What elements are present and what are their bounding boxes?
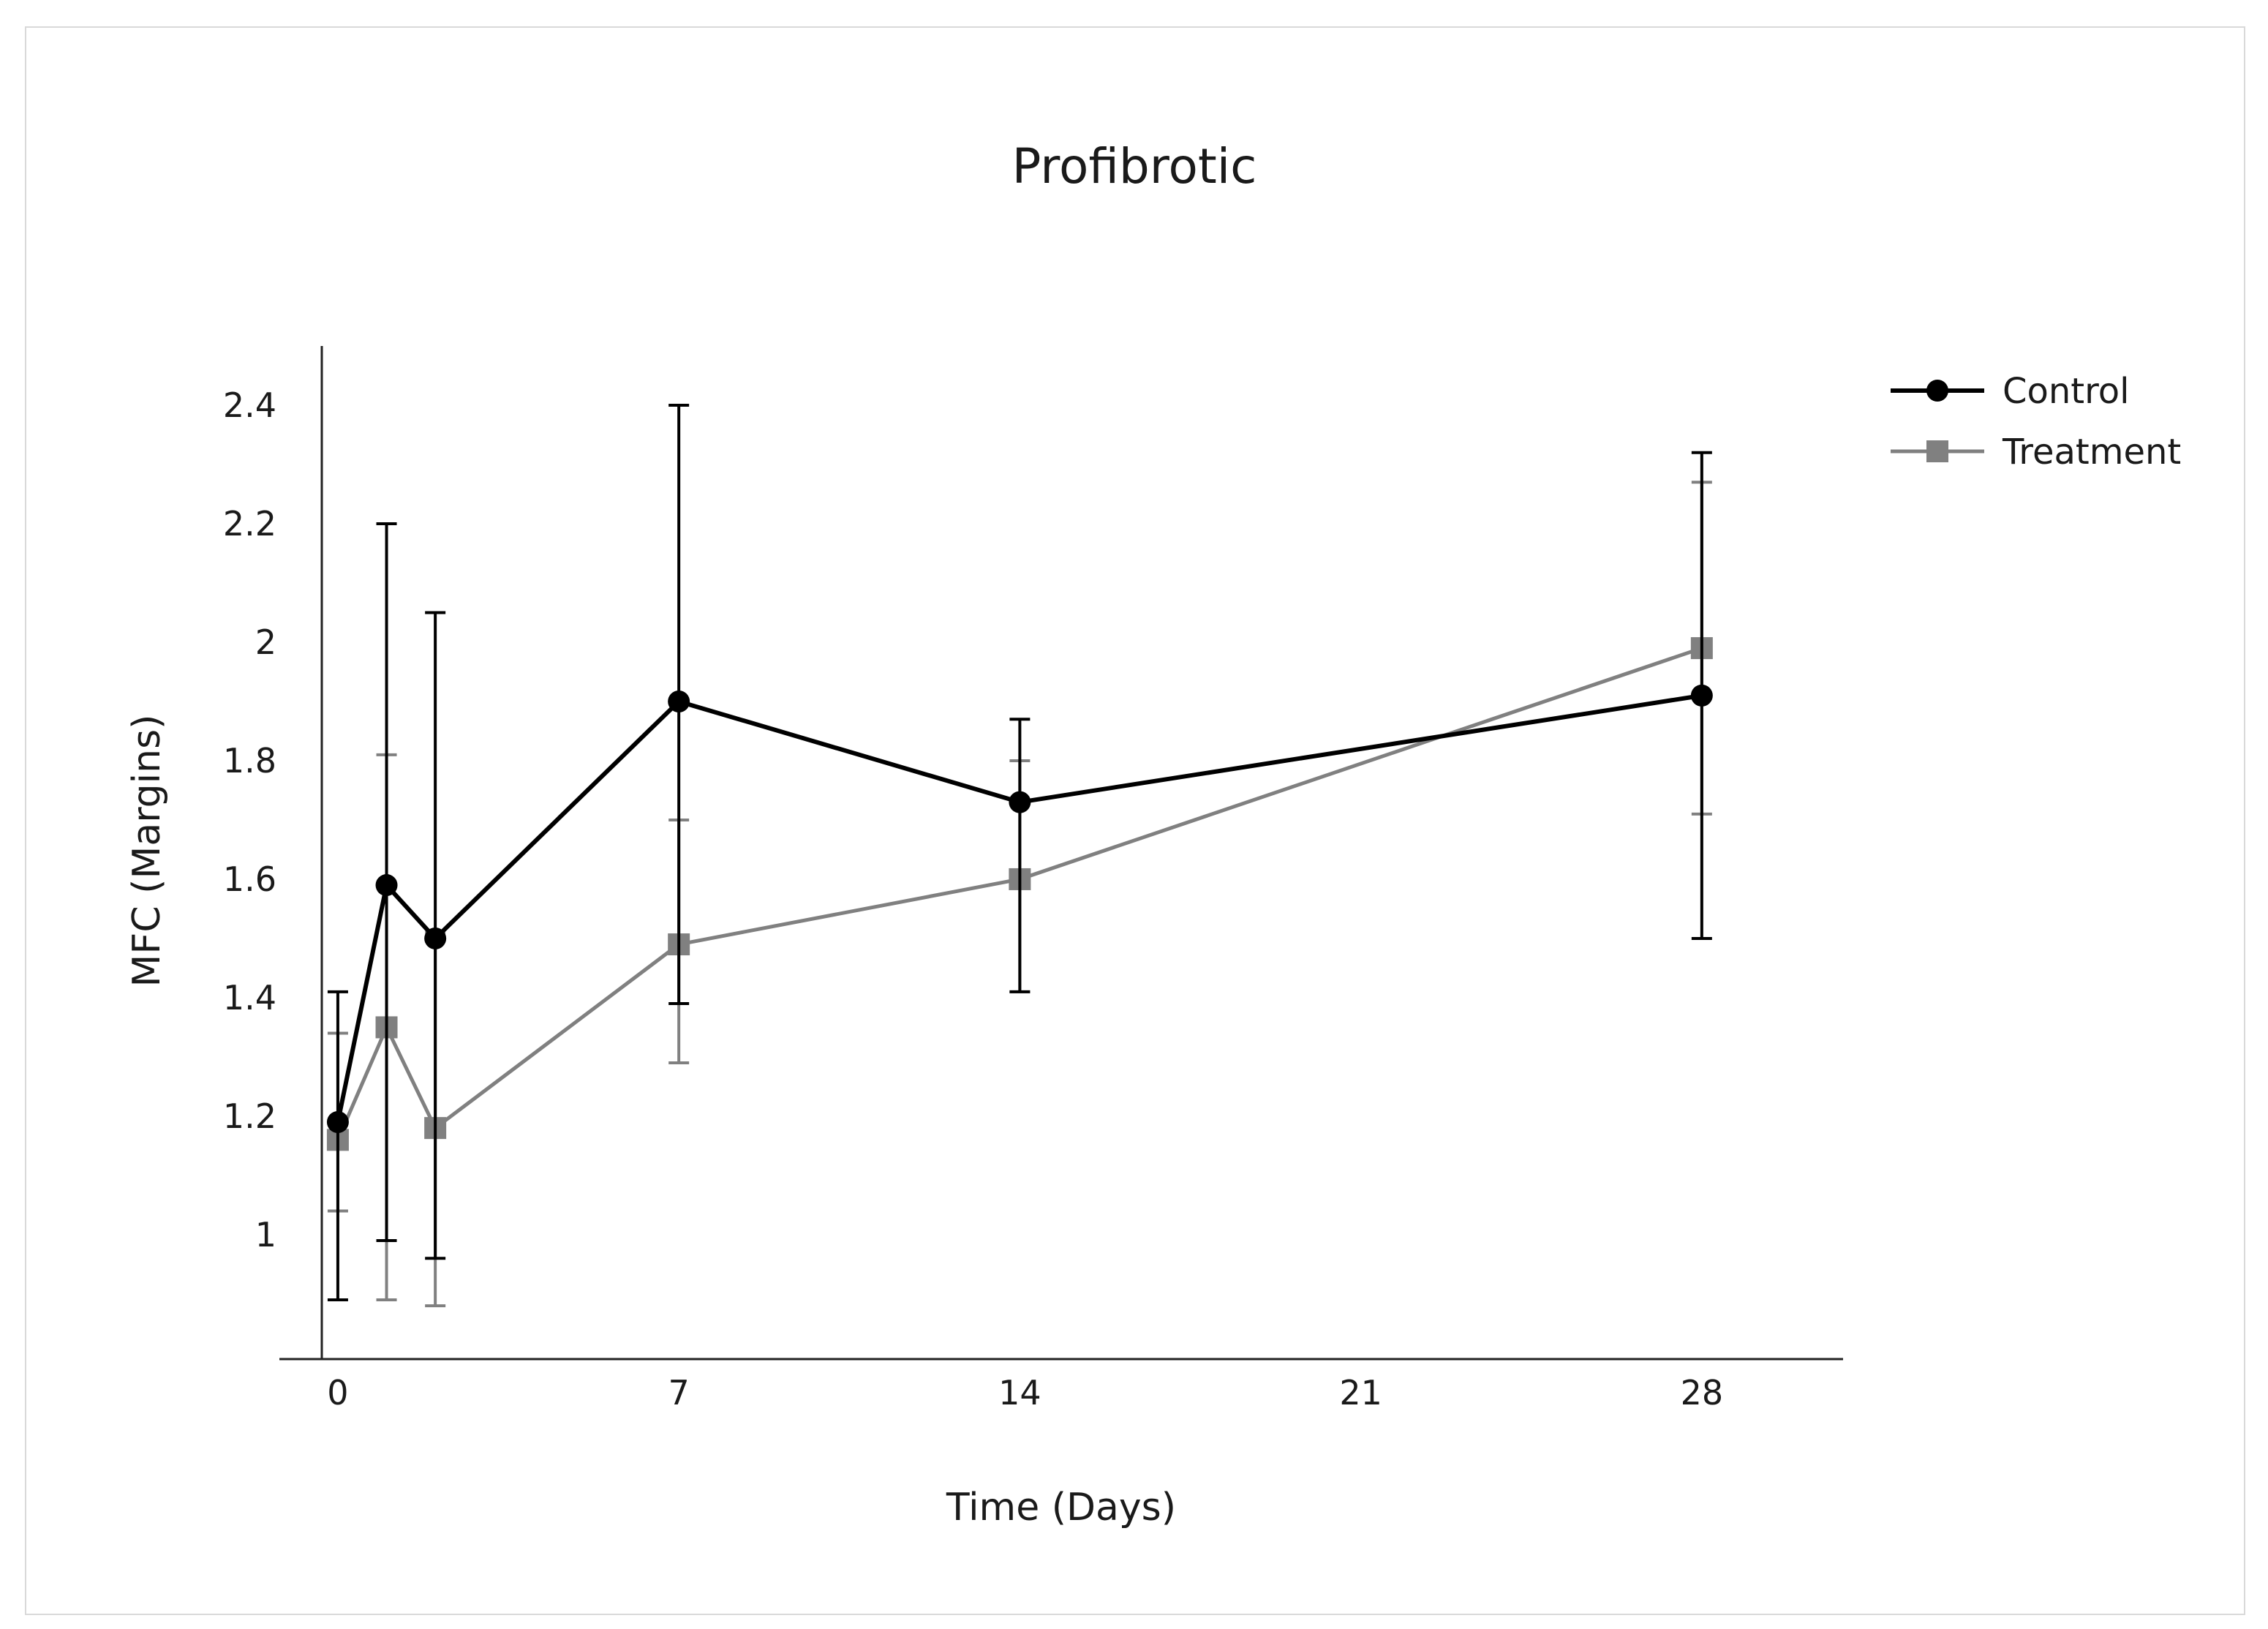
y-tick-label: 1.4: [223, 978, 276, 1017]
control-point: [326, 1111, 349, 1134]
control-error-bar: [1009, 718, 1031, 993]
control-point: [668, 690, 690, 712]
y-tick-label: 1.2: [223, 1096, 276, 1136]
chart-frame: [25, 26, 2245, 1615]
control-point: [1690, 684, 1713, 707]
legend-item-treatment: Treatment: [1891, 432, 2181, 473]
y-tick-labels: 1 1.2 1.4 1.6 1.8 2 2.2 2.4: [223, 385, 276, 1254]
y-tick-label: 1.8: [223, 741, 276, 780]
control-point: [375, 874, 398, 897]
legend-label: Treatment: [2002, 432, 2181, 473]
x-tick-label: 7: [668, 1373, 690, 1412]
y-tick-label: 1: [255, 1215, 276, 1254]
control-series: [326, 403, 1713, 1302]
legend-label: Control: [2003, 371, 2130, 412]
x-tick-label: 14: [998, 1373, 1041, 1412]
legend: Control Treatment: [1891, 371, 2181, 473]
axes: [279, 346, 1843, 1361]
x-axis-label: Time (Days): [946, 1486, 1176, 1530]
chart-title: Profibrotic: [1012, 138, 1257, 195]
control-error-bar: [327, 990, 348, 1302]
y-tick-label: 1.6: [223, 859, 276, 899]
x-tick-label: 28: [1681, 1373, 1724, 1412]
data-series: [326, 403, 1713, 1308]
control-point: [424, 927, 447, 949]
x-tick-label: 21: [1339, 1373, 1382, 1412]
y-tick-label: 2: [255, 622, 276, 662]
legend-marker: [1926, 380, 1948, 402]
control-point: [1009, 791, 1031, 813]
legend-item-control: Control: [1891, 371, 2130, 412]
x-tick-labels: 0 7 14 21 28: [327, 1373, 1723, 1412]
y-tick-label: 2.2: [223, 504, 276, 543]
legend-marker: [1926, 440, 1948, 462]
x-tick-label: 0: [327, 1373, 348, 1412]
y-tick-label: 2.4: [223, 385, 276, 425]
control-line: [335, 693, 1703, 1123]
treatment-line: [336, 646, 1703, 1141]
y-axis-label: MFC (Margins): [125, 715, 169, 987]
